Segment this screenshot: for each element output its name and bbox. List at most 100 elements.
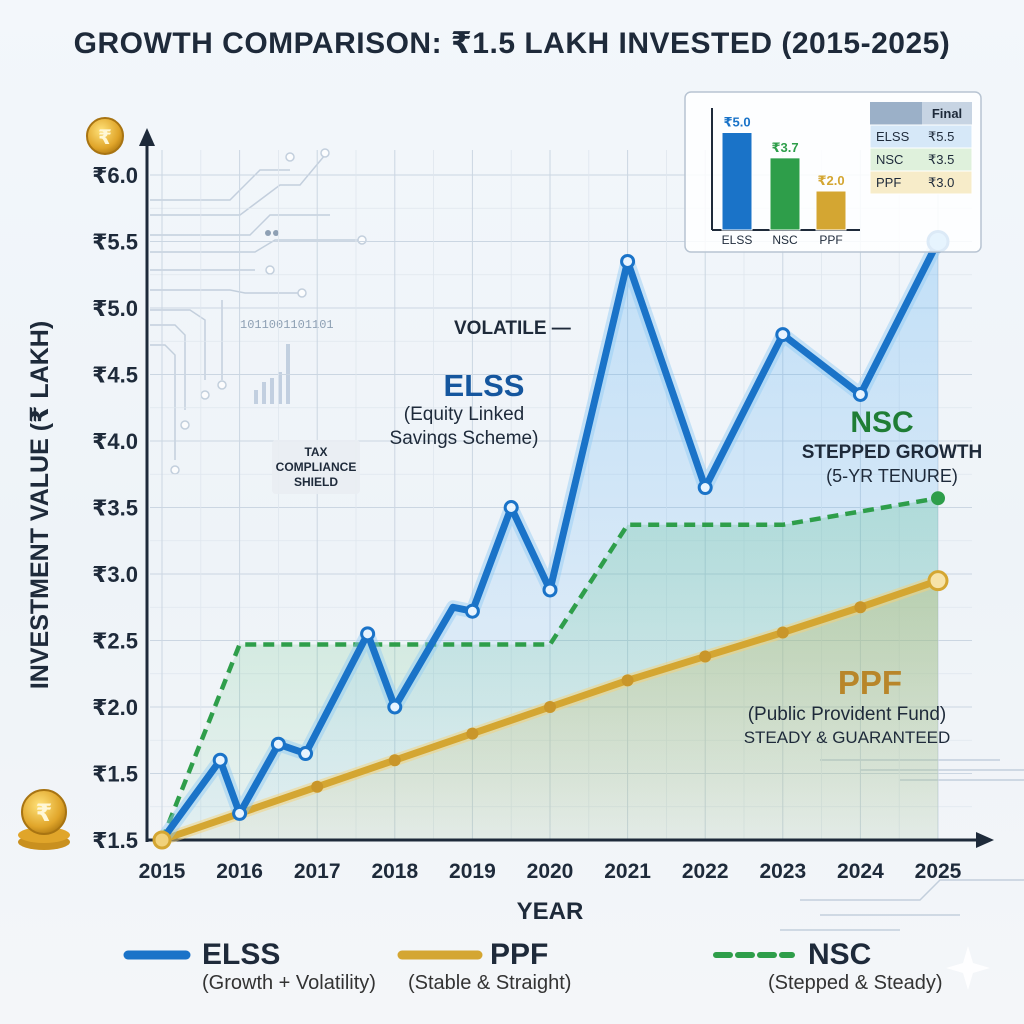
ppf-point	[776, 626, 789, 639]
ppf-point	[544, 701, 556, 713]
inset-bar-ppf	[815, 190, 847, 231]
nsc-annotation-desc-2: (5-YR TENURE)	[826, 466, 958, 486]
legend-elss-name: ELSS	[202, 938, 281, 971]
ppf-point	[311, 780, 324, 793]
x-tick-label: 2023	[759, 860, 806, 883]
elss-annotation-name: ELSS	[443, 368, 525, 403]
inset-table-name: ELSS	[876, 129, 910, 144]
chart-title: GROWTH COMPARISON: ₹1.5 LAKH INVESTED (2…	[73, 27, 951, 60]
nsc-annotation-desc-1: STEPPED GROWTH	[801, 442, 983, 463]
elss-point	[775, 327, 791, 343]
svg-text:₹: ₹	[98, 127, 112, 149]
legend-ppf-name: PPF	[490, 938, 549, 971]
ppf-point	[927, 570, 949, 592]
ppf-annotation-desc-2: STEADY & GUARANTEED	[743, 728, 951, 747]
y-tick-label: ₹3.0	[92, 562, 138, 587]
sparkle-icon	[946, 946, 990, 990]
elss-point	[697, 480, 713, 496]
ppf-annotation-desc-1: (Public Provident Fund)	[747, 704, 947, 725]
ppf-point	[699, 650, 712, 663]
inset-bar-value: ₹5.0	[723, 115, 750, 130]
x-axis-arrow	[976, 832, 994, 848]
inset-table-header-cell	[922, 102, 972, 125]
x-tick-label: 2015	[139, 860, 186, 883]
y-tick-label: ₹4.0	[92, 429, 138, 454]
elss-area	[162, 241, 938, 840]
svg-text:COMPLIANCE: COMPLIANCE	[276, 460, 357, 474]
inset-panel: ₹5.0 ELSS ₹3.7 NSC ₹2.0 PPF Final ELSS ₹5.5 NSC ₹…	[684, 91, 982, 253]
elss-point	[464, 603, 480, 619]
nsc-point	[931, 491, 945, 506]
x-tick-label: 2018	[371, 860, 418, 883]
dot-decoration	[273, 230, 279, 236]
y-axis-label: INVESTMENT VALUE (₹ LAKH)	[26, 320, 54, 690]
start-point	[152, 830, 172, 850]
legend-nsc-desc: (Stepped & Steady)	[768, 972, 943, 994]
inset-table-value: ₹5.5	[928, 129, 954, 144]
elss-point	[360, 626, 376, 642]
y-axis-arrow	[139, 128, 155, 146]
y-tick-label: ₹1.5	[92, 828, 138, 853]
volatile-annotation: VOLATILE —	[454, 318, 571, 339]
y-tick-label: ₹4.5	[92, 363, 138, 388]
ppf-point	[466, 727, 479, 740]
ppf-point	[854, 601, 867, 614]
binary-text: 1011001101101	[240, 318, 334, 332]
dot-decoration	[265, 230, 271, 236]
elss-point	[852, 386, 868, 402]
elss-annotation-desc-1: (Equity Linked	[403, 404, 525, 425]
inset-bar-value: ₹2.0	[817, 173, 844, 188]
inset-bar-value: ₹3.7	[771, 140, 798, 155]
elss-line	[158, 238, 942, 844]
x-tick-label: 2025	[915, 860, 962, 883]
svg-text:SHIELD: SHIELD	[294, 475, 338, 489]
rupee-coin-stack-icon: ₹	[18, 789, 70, 850]
y-tick-label: ₹6.0	[92, 163, 138, 188]
legend-nsc-name: NSC	[808, 938, 872, 971]
elss-point	[542, 582, 558, 598]
x-tick-label: 2021	[604, 860, 651, 883]
series-layer	[152, 230, 950, 850]
inset-table-row	[869, 170, 973, 195]
ppf-annotation-name: PPF	[837, 664, 903, 701]
rupee-coin-top-icon: ₹	[86, 117, 124, 155]
elss-point	[212, 752, 228, 768]
inset-table-value: ₹3.5	[928, 152, 954, 167]
nsc-annotation-name: NSC	[850, 406, 914, 439]
svg-text:₹: ₹	[36, 800, 53, 827]
elss-point	[298, 746, 314, 762]
x-tick-label: 2017	[294, 860, 341, 883]
inset-bar-elss	[721, 132, 753, 231]
ppf-point	[621, 674, 634, 687]
elss-annotation-desc-2: Savings Scheme)	[389, 428, 539, 449]
inset-bar-nsc	[769, 157, 801, 231]
y-tick-label: ₹5.5	[92, 230, 138, 255]
elss-point	[270, 736, 286, 752]
y-tick-label: ₹3.5	[92, 496, 138, 521]
inset-table-name: NSC	[876, 152, 903, 167]
elss-point	[503, 500, 519, 515]
inset-bar-label: ELSS	[722, 233, 753, 247]
elss-point	[387, 699, 403, 715]
inset-bar-label: NSC	[772, 233, 798, 247]
inset-table-corner	[870, 102, 922, 125]
inset-table-value: ₹3.0	[928, 175, 954, 190]
inset-bar-label: PPF	[819, 233, 842, 247]
inset-table-name: PPF	[876, 175, 901, 190]
y-tick-label: ₹2.0	[92, 695, 138, 720]
elss-point	[620, 253, 636, 269]
tax-compliance-shield-badge: TAX COMPLIANCE SHIELD	[272, 440, 360, 494]
legend-elss-desc: (Growth + Volatility)	[202, 972, 376, 994]
x-tick-label: 2022	[682, 860, 729, 883]
inset-table-header: Final	[932, 106, 962, 121]
y-tick-labels: ₹1.5 ₹1.5 ₹2.0 ₹2.5 ₹3.0 ₹3.5 ₹4.0 ₹4.5 ₹5.0 ₹5.5…	[92, 163, 138, 853]
x-axis-label: YEAR	[516, 898, 584, 925]
legend-ppf-desc: (Stable & Straight)	[408, 972, 572, 994]
ppf-point	[388, 754, 401, 767]
x-tick-label: 2024	[837, 860, 884, 883]
x-tick-label: 2019	[449, 860, 496, 883]
x-tick-label: 2020	[527, 860, 574, 883]
svg-text:TAX: TAX	[304, 445, 327, 459]
y-tick-label: ₹1.5	[92, 762, 138, 787]
